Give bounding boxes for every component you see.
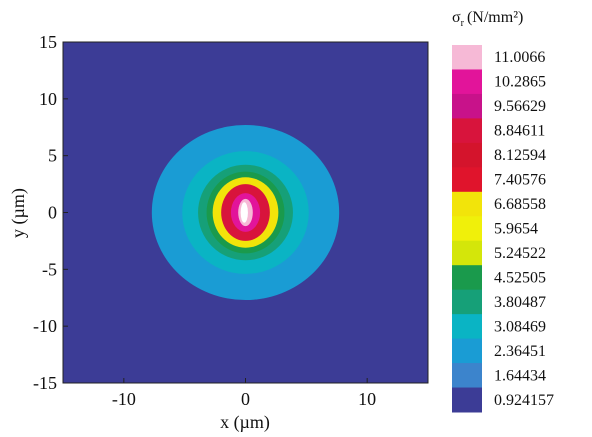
colorbar-swatch-7: [452, 216, 482, 242]
colorbar-level-label: 11.0066: [494, 49, 545, 66]
colorbar-level-label: 7.40576: [494, 172, 546, 189]
colorbar-level-label: 4.52505: [494, 269, 546, 286]
colorbar-swatch-8: [452, 240, 482, 266]
colorbar-level-label: 5.24522: [494, 245, 546, 262]
colorbar-level-label: 0.924157: [494, 392, 554, 409]
y-tick-label: 0: [48, 203, 57, 223]
colorbar-swatch-0: [452, 45, 482, 70]
colorbar-swatch-4: [452, 142, 482, 168]
colorbar-swatch-1: [452, 69, 482, 95]
colorbar-title: σr (N/mm²): [452, 9, 523, 29]
y-tick-label: 5: [48, 146, 57, 166]
colorbar-level-label: 2.36451: [494, 343, 546, 360]
colorbar-level-label: 1.64434: [494, 367, 546, 384]
colorbar-level-label: 9.56629: [494, 98, 546, 115]
colorbar-title-subscript: r: [461, 18, 465, 29]
colorbar-swatch-2: [452, 93, 482, 119]
y-axis-ticks: -15 -10 -5 0 5 10 15: [33, 32, 68, 393]
colorbar-swatch-5: [452, 167, 482, 193]
colorbar-swatch-13: [452, 363, 482, 389]
y-tick-label: -15: [33, 373, 57, 393]
colorbar-swatch-9: [452, 265, 482, 291]
colorbar-level-label: 3.08469: [494, 318, 546, 335]
y-tick-label: -5: [42, 259, 57, 279]
contour-layer: [151, 124, 340, 301]
colorbar-level-label: 3.80487: [494, 294, 546, 311]
x-tick-label: 0: [241, 389, 250, 409]
x-axis-label: x (µm): [220, 412, 270, 433]
colorbar-swatch-10: [452, 289, 482, 315]
x-tick-label: 10: [358, 389, 376, 409]
y-tick-label: -10: [33, 316, 57, 336]
colorbar: 11.0066 10.2865 9.56629 8.84611 8.12594 7.405…: [452, 45, 554, 413]
colorbar-swatch-6: [452, 191, 482, 217]
colorbar-level-label: 6.68558: [494, 196, 546, 213]
y-axis-label: y (µm): [8, 188, 29, 238]
colorbar-level-label: 8.84611: [494, 123, 545, 140]
colorbar-level-label: 5.9654: [494, 221, 538, 238]
colorbar-title-unit: (N/mm²): [467, 9, 523, 26]
y-tick-label: 15: [39, 32, 57, 52]
x-tick-label: -10: [112, 389, 136, 409]
colorbar-title-symbol: σ: [452, 9, 461, 26]
contour-band-8: [240, 202, 248, 223]
colorbar-swatch-12: [452, 338, 482, 364]
colorbar-level-label: 10.2865: [494, 74, 546, 91]
colorbar-swatch-14: [452, 387, 482, 413]
colorbar-swatch-3: [452, 118, 482, 144]
x-axis-ticks: -10 0 10: [112, 378, 376, 409]
colorbar-swatch-11: [452, 314, 482, 340]
y-tick-label: 10: [39, 89, 57, 109]
colorbar-level-label: 8.12594: [494, 147, 546, 164]
